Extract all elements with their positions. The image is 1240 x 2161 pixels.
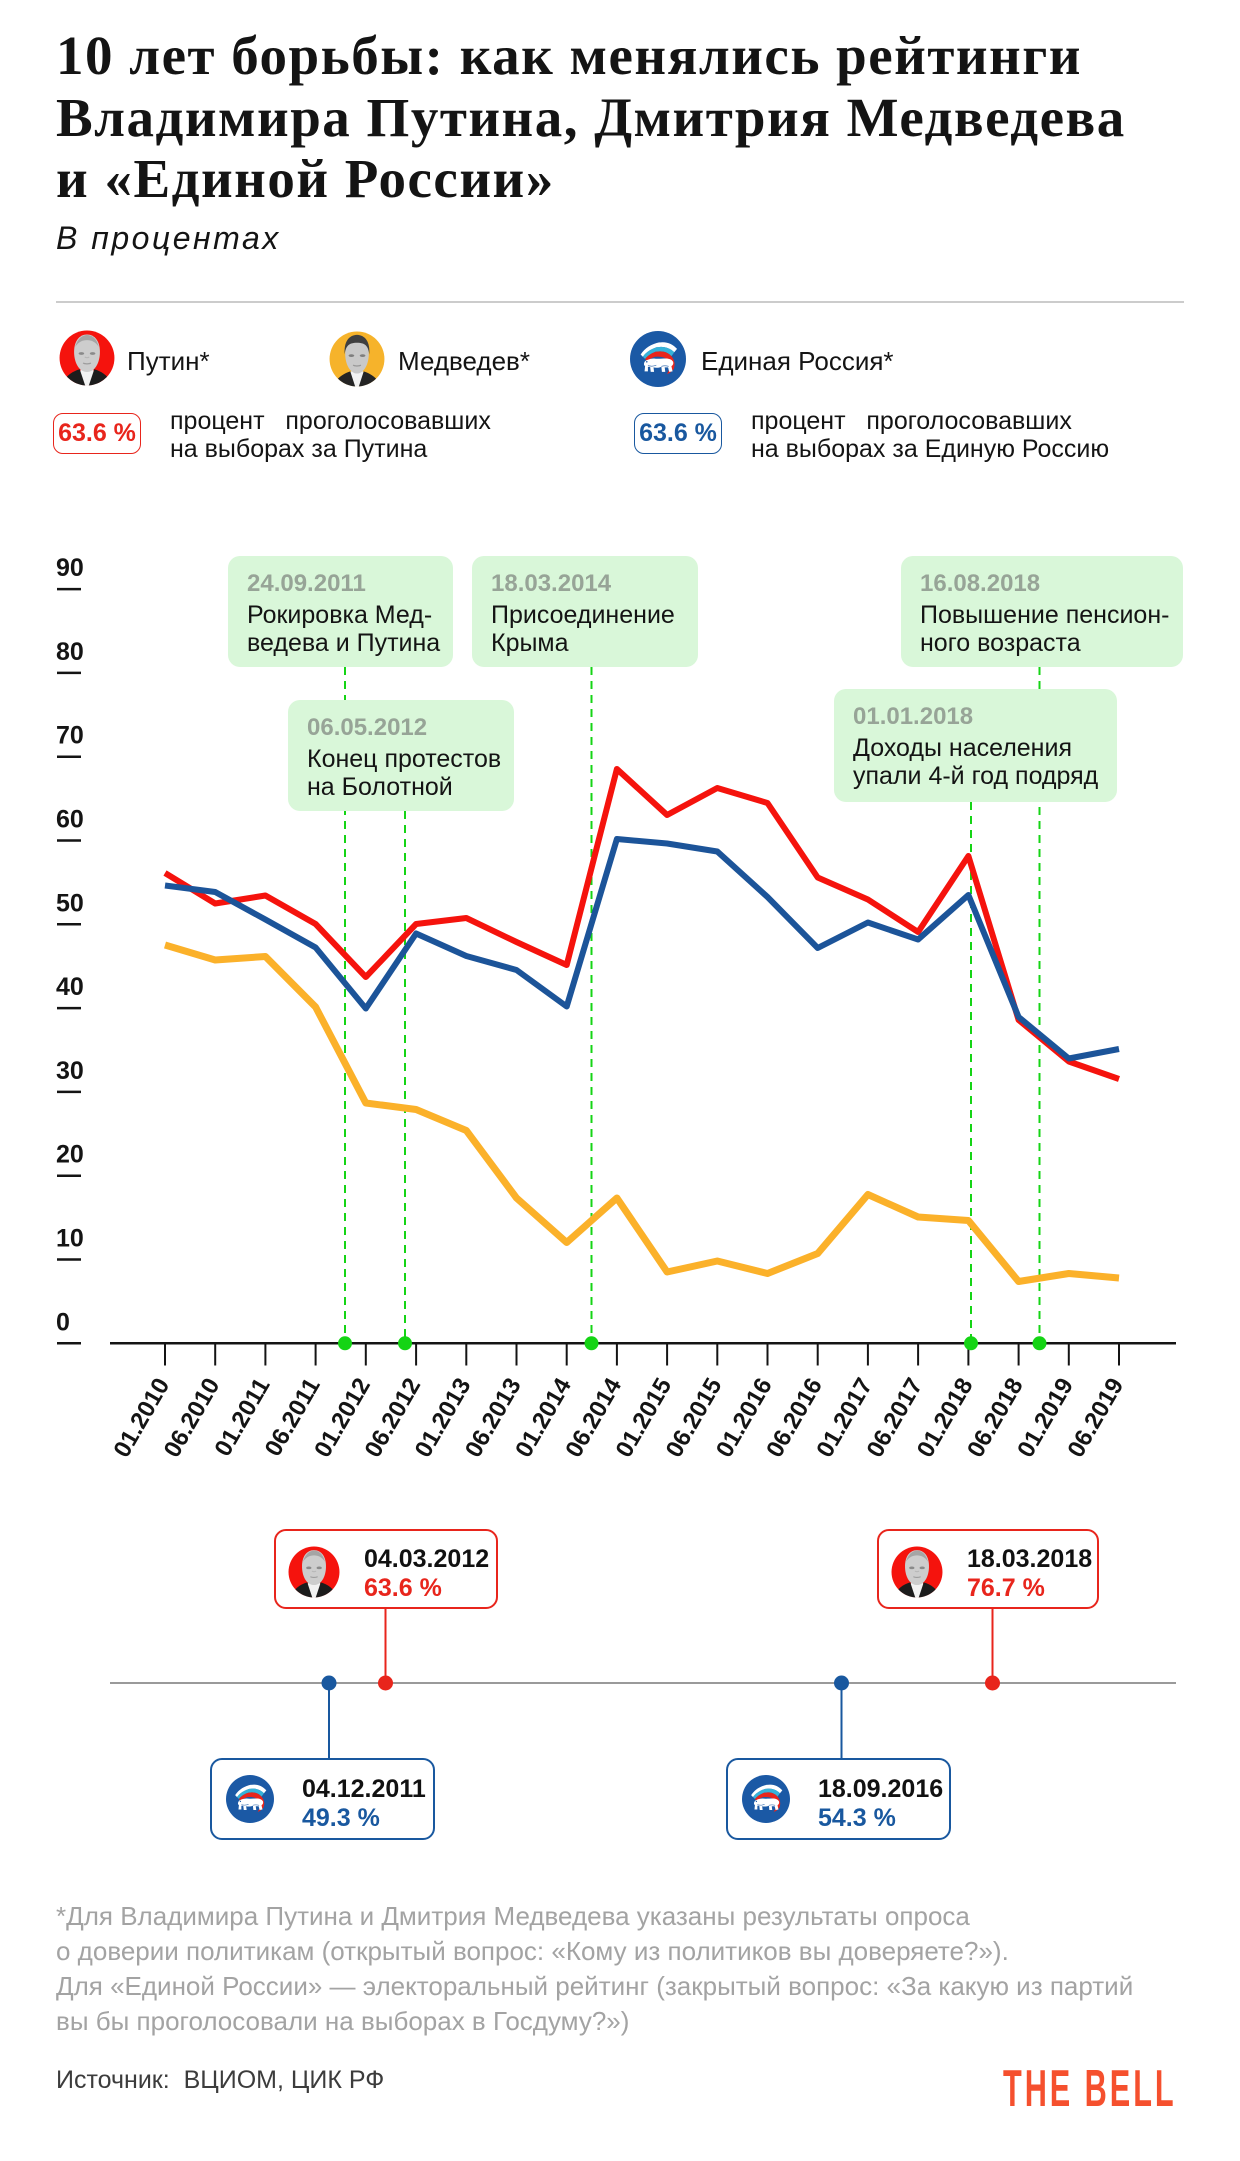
svg-text:0: 0	[56, 1308, 70, 1336]
svg-text:40: 40	[56, 973, 84, 1001]
svg-text:50: 50	[56, 889, 84, 917]
svg-text:70: 70	[56, 722, 84, 750]
svg-text:90: 90	[56, 554, 84, 582]
svg-text:60: 60	[56, 806, 84, 834]
svg-text:10: 10	[56, 1225, 84, 1253]
svg-text:30: 30	[56, 1057, 84, 1085]
svg-text:80: 80	[56, 638, 84, 666]
svg-text:20: 20	[56, 1141, 84, 1169]
